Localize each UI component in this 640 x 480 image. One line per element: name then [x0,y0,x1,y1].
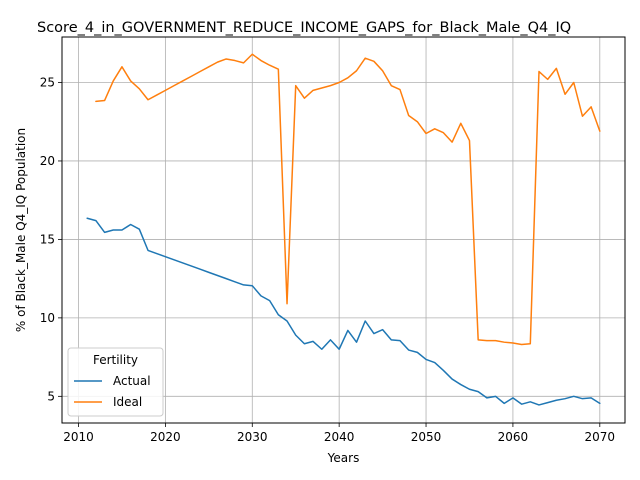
x-tick-label: 2020 [150,430,181,444]
x-tick-label: 2010 [63,430,94,444]
x-tick-label: 2060 [498,430,529,444]
y-tick-label: 15 [40,232,55,246]
x-tick-label: 2030 [237,430,268,444]
chart-title: Score_4_in_GOVERNMENT_REDUCE_INCOME_GAPS… [37,20,571,36]
x-axis-label: Years [327,451,360,465]
y-tick-label: 25 [40,76,55,90]
legend-label-ideal: Ideal [113,395,142,409]
y-tick-label: 10 [40,311,55,325]
x-tick-label: 2040 [324,430,355,444]
legend-label-actual: Actual [113,374,151,388]
y-tick-label: 5 [47,389,55,403]
y-tick-label: 20 [40,154,55,168]
legend: Fertility Actual Ideal [68,348,163,416]
x-tick-label: 2070 [585,430,616,444]
legend-title: Fertility [93,353,138,367]
x-tick-label: 2050 [411,430,442,444]
y-axis-label: % of Black_Male Q4_IQ Population [14,128,28,332]
